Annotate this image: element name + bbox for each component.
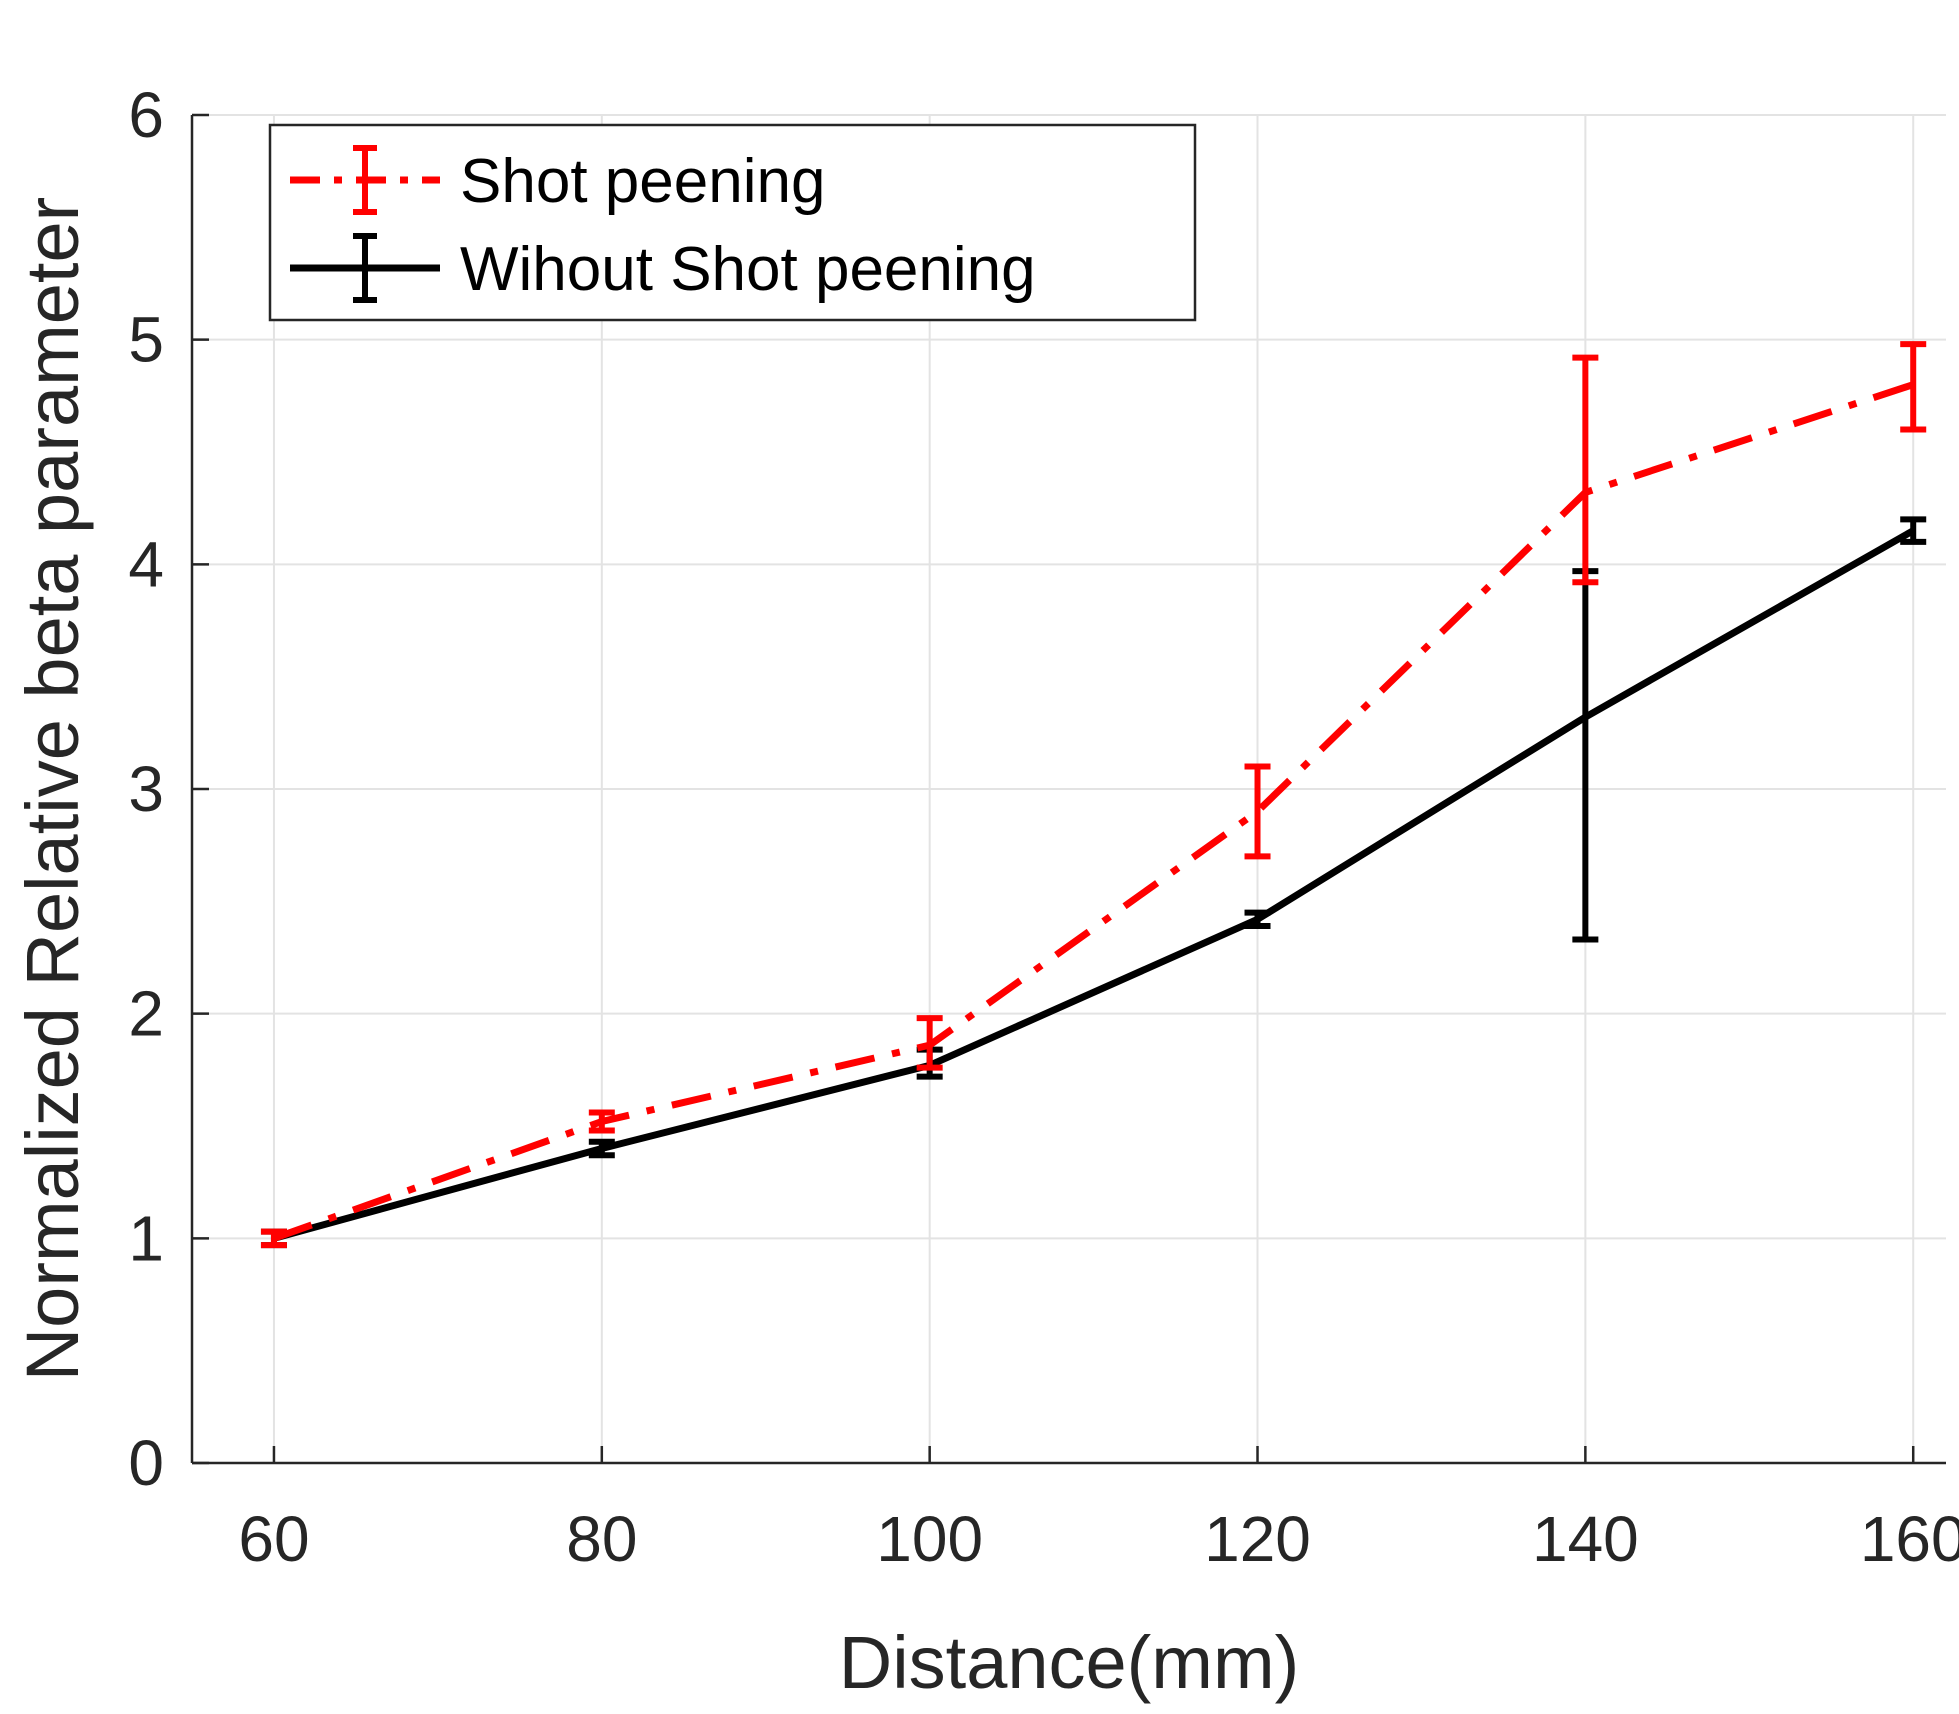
- ticks: 60 80 100 120 140 160 0 1 2 3 4 5 6: [128, 79, 1959, 1575]
- x-tick-label: 100: [876, 1503, 983, 1575]
- legend-label: Wihout Shot peening: [460, 235, 1036, 304]
- error-bar: [916, 1015, 943, 1071]
- series-line: [272, 381, 1915, 1242]
- error-bar: [1900, 516, 1927, 545]
- error-bar: [260, 1228, 287, 1249]
- error-bar: [588, 1138, 615, 1159]
- error-bar: [1244, 763, 1271, 860]
- x-axis-title: Distance(mm): [839, 1621, 1299, 1704]
- grid: [192, 114, 1946, 1464]
- x-tick-label: 80: [566, 1503, 637, 1575]
- error-bar: [1900, 341, 1927, 433]
- y-tick-label: 4: [128, 528, 164, 600]
- legend-entry-1: Wihout Shot peening: [290, 233, 1036, 304]
- y-tick-label: 0: [128, 1427, 164, 1499]
- legend: Shot peening Wihout Shot peening: [268, 123, 1197, 322]
- y-tick-label: 3: [128, 753, 164, 825]
- legend-box: [268, 123, 1197, 322]
- y-tick-label: 5: [128, 304, 164, 376]
- y-tick-label: 6: [128, 79, 164, 151]
- error-bar: [588, 1109, 615, 1134]
- series-1: [260, 516, 1927, 1249]
- y-tick-label: 1: [128, 1202, 164, 1274]
- series-0: [260, 341, 1927, 1249]
- error-bar: [1572, 354, 1599, 586]
- x-tick-label: 140: [1532, 1503, 1639, 1575]
- series-line: [273, 527, 1915, 1242]
- legend-entry-0: Shot peening: [290, 145, 825, 216]
- x-tick-label: 60: [238, 1503, 309, 1575]
- y-axis-title: Normalized Relative beta parameter: [11, 197, 94, 1382]
- legend-label: Shot peening: [460, 147, 825, 216]
- x-tick-label: 120: [1204, 1503, 1311, 1575]
- error-bar: [1244, 909, 1271, 930]
- y-tick-label: 2: [128, 978, 164, 1050]
- x-tick-label: 160: [1860, 1503, 1959, 1575]
- series-layer: [260, 341, 1927, 1249]
